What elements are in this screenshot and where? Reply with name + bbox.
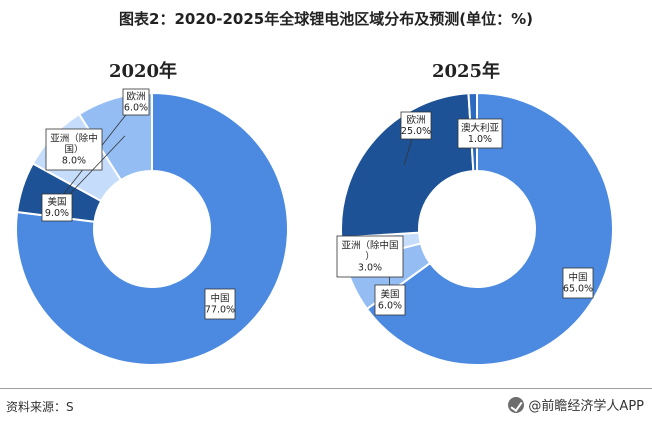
data-label-category: 亚洲（除中 — [50, 133, 98, 145]
data-label-value: 1.0% — [468, 134, 492, 145]
data-label-box — [45, 128, 103, 171]
data-label-box — [457, 118, 503, 149]
data-label-category: 国） — [64, 144, 83, 156]
data-label-category: 欧洲 — [406, 114, 425, 126]
data-label-value: 65.0% — [563, 284, 593, 295]
brand-label: @前瞻经济学人APP — [528, 399, 644, 414]
data-label-box — [336, 235, 404, 278]
data-label-category: 亚洲（除中国 — [341, 240, 398, 252]
brand-logo-icon — [508, 396, 525, 413]
data-label-category: 美国 — [47, 196, 66, 208]
donut-slice — [365, 91, 614, 366]
data-label-box — [374, 284, 406, 316]
data-label-category: 欧洲 — [126, 91, 145, 103]
chart-title: 2025年 — [432, 60, 500, 82]
chart-figure-title: 图表2：2020-2025年全球锂电池区域分布及预测(单位：%) — [119, 10, 533, 28]
data-label-value: 6.0% — [378, 301, 402, 312]
data-label-value: 3.0% — [358, 263, 382, 274]
data-label-box — [562, 267, 594, 299]
chart-title: 2020年 — [109, 60, 177, 82]
source-label: 资料来源：S — [6, 400, 74, 414]
data-label-category: 中国 — [210, 293, 229, 305]
data-label-value: 9.0% — [45, 208, 69, 219]
brand-credit: @前瞻经济学人APP — [508, 395, 644, 414]
data-label-category: 中国 — [568, 272, 587, 284]
data-label-box — [122, 88, 150, 116]
data-label-box — [41, 193, 73, 222]
data-label-value: 8.0% — [62, 156, 86, 167]
data-label-box — [400, 111, 432, 140]
donut-slice — [340, 92, 475, 239]
data-label-category: 美国 — [380, 289, 399, 301]
data-label-value: 77.0% — [205, 305, 235, 316]
footer: 资料来源：S @前瞻经济学人APP — [0, 388, 652, 421]
data-label-category: ） — [365, 251, 375, 263]
data-label-value: 25.0% — [401, 126, 431, 137]
data-label-value: 6.0% — [124, 103, 148, 114]
data-label-box — [204, 288, 236, 320]
data-label-category: 澳大利亚 — [461, 122, 500, 134]
donut-charts: 2020年中国77.0%欧洲6.0%亚洲（除中国）8.0%美国9.0%2025年… — [15, 60, 614, 366]
